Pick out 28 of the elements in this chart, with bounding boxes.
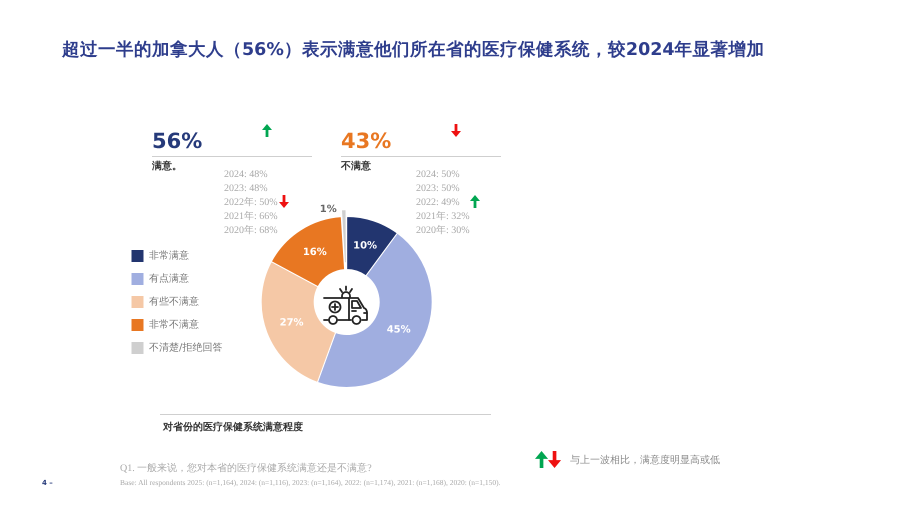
data-label: 10%: [353, 240, 378, 252]
text: 2023: 48%: [224, 182, 268, 194]
chart-title: 超过一半的加拿大人（56%）表示满意他们所在省的医疗保健系统，较2024年显著增加: [62, 40, 765, 61]
text: 2020年: 68%: [224, 224, 278, 236]
legend-label: 有些不满意: [149, 296, 199, 308]
data-label: 45%: [386, 324, 411, 336]
data-label: 27%: [280, 318, 304, 329]
text: 2022年: 50%: [224, 196, 278, 208]
text: 43%: [341, 129, 392, 154]
text: 不满意: [341, 160, 371, 172]
text: Q1. 一般来说，您对本省的医疗保健系统满意还是不满意?: [120, 462, 372, 474]
text: 2021年: 32%: [416, 210, 470, 222]
legend-label: 有点满意: [149, 272, 189, 285]
text: 与上一波相比，满意度明显高或低: [570, 454, 720, 466]
data-label: 16%: [302, 246, 327, 258]
text: 2020年: 30%: [416, 224, 470, 236]
legend-label: 非常满意: [149, 250, 189, 262]
text: 对省份的医疗保健系统满意程度: [163, 422, 303, 432]
text: 2023: 50%: [416, 182, 460, 194]
legend-label: 非常不满意: [149, 318, 199, 331]
text: 满意。: [152, 160, 182, 172]
legend-label: 不清楚/拒绝回答: [149, 342, 222, 354]
text: 2021年: 66%: [224, 210, 278, 222]
text: 2024: 48%: [224, 168, 268, 180]
data-label: 1%: [320, 204, 337, 216]
text: 2024: 50%: [416, 168, 460, 180]
text: 56%: [152, 129, 202, 154]
text: 2022: 49%: [416, 196, 460, 208]
